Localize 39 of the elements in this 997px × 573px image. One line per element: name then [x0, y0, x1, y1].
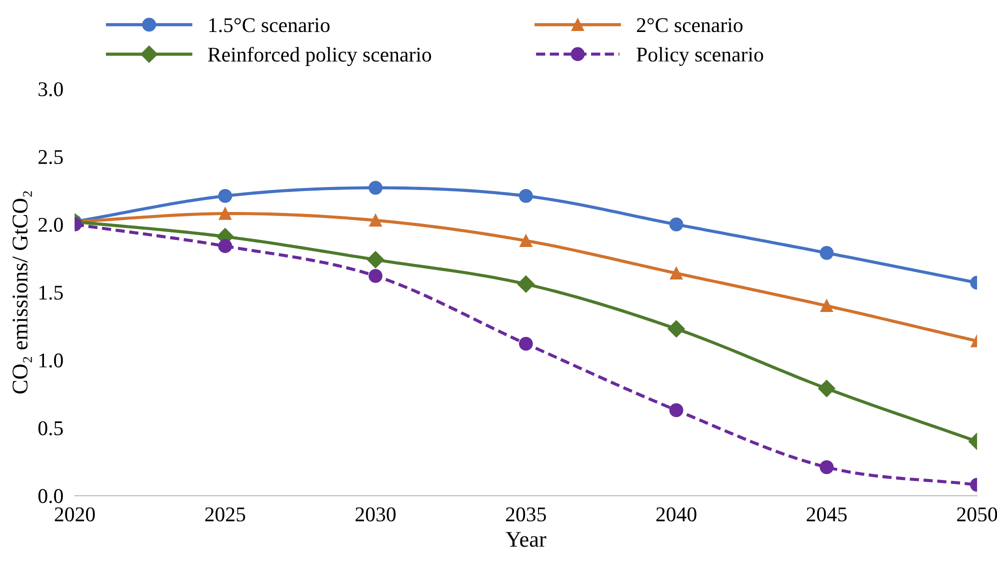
legend-label: 1.5°C scenario — [209, 18, 330, 32]
x-tick-label: 2050 — [957, 507, 997, 522]
x-tick-label: 2040 — [656, 507, 696, 522]
point — [218, 207, 232, 220]
y-tick-label: 1.5 — [39, 286, 63, 300]
x-tick-label: 2025 — [205, 507, 246, 522]
x-tick-label: 2035 — [506, 507, 546, 522]
point — [669, 403, 684, 418]
legend-label: 2°C scenario — [636, 18, 743, 32]
point — [369, 214, 382, 227]
legend-label: Policy scenario — [636, 46, 764, 66]
y-tick-label: 0.5 — [38, 421, 63, 436]
point — [520, 234, 532, 247]
point — [820, 460, 834, 474]
x-tick-label: 2030 — [356, 507, 396, 522]
point — [518, 336, 533, 351]
point — [517, 276, 534, 293]
y-tick-label: 3.0 — [38, 82, 63, 96]
x-axis-title: Year — [506, 532, 546, 547]
point — [818, 380, 836, 398]
point — [518, 189, 533, 203]
point — [218, 239, 232, 254]
legend-label: Reinforced policy scenario — [208, 46, 432, 66]
y-tick-label: 2.0 — [38, 218, 63, 232]
point — [668, 320, 685, 338]
x-tick-label: 2045 — [806, 507, 847, 522]
point — [218, 189, 232, 203]
point — [820, 300, 833, 312]
point — [368, 269, 382, 283]
y-tick-label: 1.0 — [39, 353, 63, 368]
x-tick-label: 2020 — [54, 507, 95, 522]
point — [670, 266, 683, 280]
y-tick-label: 2.5 — [38, 150, 63, 164]
y-axis-title: CO₂ emissions/ GtCO₂ — [12, 191, 32, 394]
point — [368, 180, 382, 195]
point — [820, 246, 834, 260]
point — [669, 217, 684, 232]
point — [366, 251, 384, 268]
y-tick-label: 0.0 — [38, 489, 63, 504]
